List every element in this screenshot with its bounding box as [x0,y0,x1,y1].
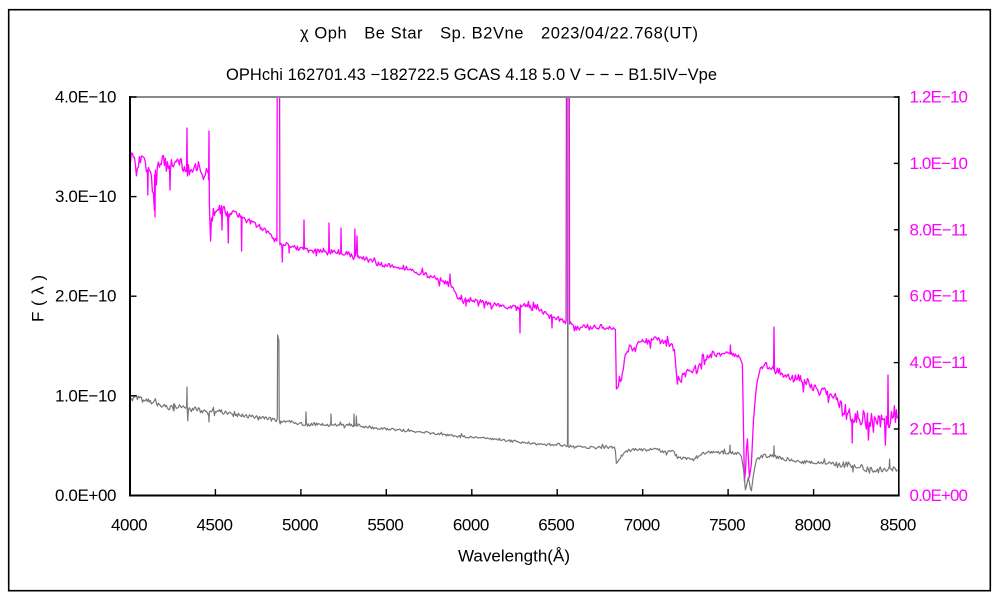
svg-text:Wavelength(Å): Wavelength(Å) [458,547,570,566]
svg-text:6500: 6500 [538,516,575,535]
svg-text:χ Oph Be Star Sp. B2Vne 2023/0: χ Oph Be Star Sp. B2Vne 2023/04/22.768(U… [300,25,698,43]
svg-text:4.0E−10: 4.0E−10 [55,88,117,107]
svg-text:0.0E+00: 0.0E+00 [910,486,969,505]
svg-text:2.0E−11: 2.0E−11 [910,420,969,439]
svg-text:1.0E−10: 1.0E−10 [910,154,969,173]
svg-text:8000: 8000 [795,516,832,535]
svg-text:6000: 6000 [453,516,490,535]
svg-text:1.2E−10: 1.2E−10 [910,88,969,107]
svg-text:5000: 5000 [282,516,319,535]
svg-text:4500: 4500 [196,516,233,535]
svg-text:7500: 7500 [709,516,746,535]
svg-text:4000: 4000 [111,516,148,535]
svg-text:5500: 5500 [367,516,404,535]
svg-text:OPHchi 162701.43 −182722.5 GCA: OPHchi 162701.43 −182722.5 GCAS 4.18 5.0… [226,66,717,84]
svg-text:8.0E−11: 8.0E−11 [910,220,969,239]
svg-text:6.0E−11: 6.0E−11 [910,287,969,306]
svg-text:1.0E−10: 1.0E−10 [55,386,117,405]
svg-text:7000: 7000 [624,516,661,535]
svg-text:4.0E−11: 4.0E−11 [910,353,969,372]
svg-text:8500: 8500 [880,516,917,535]
svg-text:3.0E−10: 3.0E−10 [55,187,117,206]
svg-text:0.0E+00: 0.0E+00 [55,486,117,505]
svg-text:2.0E−10: 2.0E−10 [55,287,117,306]
